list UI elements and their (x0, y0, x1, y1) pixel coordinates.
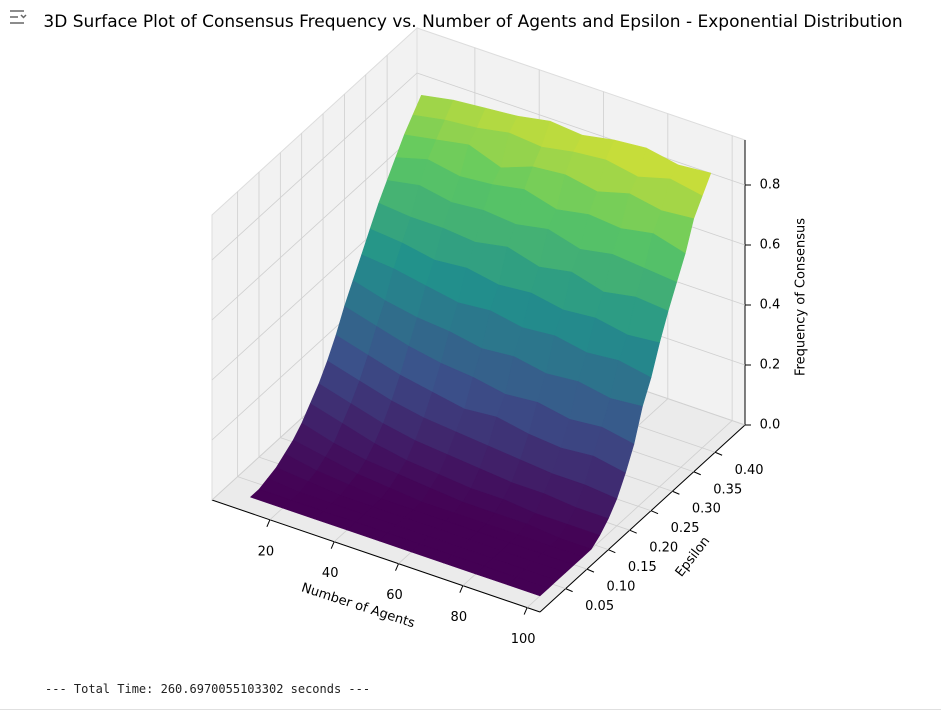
y-tick-mark (608, 549, 616, 554)
z-tick-label: 0.6 (760, 238, 781, 253)
z-tick-label: 0.8 (760, 178, 781, 193)
z-tick-label: 0.4 (760, 298, 781, 313)
y-tick-label: 0.30 (692, 502, 721, 517)
y-tick-mark (650, 510, 659, 515)
x-tick-mark (266, 519, 271, 527)
x-tick-mark (395, 563, 399, 571)
y-tick-mark (672, 490, 680, 495)
y-tick-mark (565, 588, 573, 593)
x-tick-label: 80 (451, 610, 468, 625)
x-tick-mark (459, 585, 464, 593)
output-toggle-icon[interactable] (8, 8, 28, 26)
y-tick-label: 0.40 (735, 463, 764, 478)
axes-3d (211, 26, 751, 615)
y-tick-label: 0.35 (713, 482, 742, 497)
y-tick-label: 0.15 (628, 560, 657, 575)
y-axis-label: Epsilon (673, 534, 714, 580)
x-tick-label: 100 (511, 632, 536, 647)
grid-line (211, 72, 418, 261)
y-axis-line (539, 424, 746, 613)
grid-line (211, 132, 418, 321)
y-tick-mark (714, 451, 723, 456)
output-text: --- Total Time: 260.6970055103302 second… (45, 682, 371, 696)
x-tick-label: 60 (386, 588, 403, 603)
x-tick-mark (523, 607, 528, 615)
grid-line (416, 72, 746, 186)
surface-face (507, 576, 549, 597)
z-axis-label: Frequency of Consensus (794, 218, 809, 376)
x-tick-label: 20 (258, 544, 275, 559)
x-tick-mark (330, 541, 335, 549)
y-tick-mark (629, 529, 637, 534)
y-tick-label: 0.20 (649, 541, 678, 556)
chart-title: 3D Surface Plot of Consensus Frequency v… (43, 12, 903, 32)
y-tick-mark (586, 568, 595, 573)
y-tick-mark (693, 471, 701, 476)
chart: Number of Agents Epsilon Frequency of Co… (211, 26, 809, 647)
y-tick-label: 0.25 (671, 521, 700, 536)
z-tick-label: 0.2 (760, 358, 781, 373)
y-tick-label: 0.10 (607, 580, 636, 595)
x-axis-line (211, 499, 541, 613)
x-tick-label: 40 (322, 566, 339, 581)
divider (0, 709, 941, 710)
z-tick-label: 0.0 (760, 418, 781, 433)
y-tick-label: 0.05 (585, 599, 614, 614)
